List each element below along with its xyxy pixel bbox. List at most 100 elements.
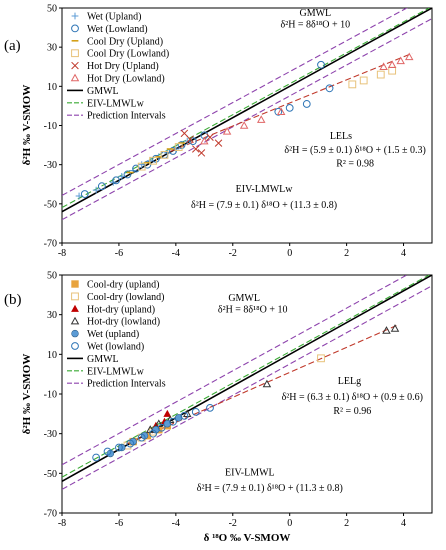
legend-label: Hot-dry (lowland) [87,317,160,328]
chart-panel-a: -8 -6 -4 -2 0 2 4 -70 -50 -30 -10 10 30 50 (a) δ²H ‰ V-… [4,4,433,259]
legend-swatch [71,49,79,58]
legend-item: GMWL [67,86,119,97]
data-point [152,154,160,163]
line-prediction-intervals-lower [62,18,432,221]
y-tick-label: -50 [44,199,57,210]
data-point [143,160,152,169]
annotation: δ²H = 8δ¹⁸O + 10 [218,305,288,316]
annotation: LELs [330,131,352,142]
y-tick-label: 10 [47,350,57,361]
legend-label: Cool-dry (upland) [87,280,160,291]
data-point [239,121,249,129]
line-prediction-intervals-upper [62,8,408,196]
data-point [160,150,169,159]
data-point [137,162,146,171]
legend-item: Hot Dry (Lowland) [70,74,165,85]
annotation: EIV-LMWLw [236,184,294,195]
x-tick-label: 0 [287,248,292,259]
x-axis-label: δ ¹⁸O ‰ V-SMOW [204,532,291,544]
x-tick-label: -2 [229,248,237,259]
y-tick-label: 50 [47,271,57,282]
legend-label: Wet (lowland) [87,342,144,353]
data-point [189,137,197,146]
data-point [317,354,325,363]
legend-label: Wet (Lowland) [87,24,148,35]
y-tick-label: -10 [44,390,57,401]
legend-swatch [71,342,79,350]
data-point [186,135,194,143]
legend-item: Wet (upland) [71,329,139,340]
data-point [75,192,83,200]
legend-item: Wet (Upland) [71,12,141,23]
line-gmwl [62,8,432,213]
line-prediction-intervals-lower [62,285,432,490]
data-point [103,447,112,456]
legend-item: Wet (lowland) [71,342,144,353]
y-tick-label: -70 [44,509,57,520]
line-prediction-intervals-upper [62,275,408,466]
annotation: δ²H = (6.3 ± 0.1) δ¹⁸O + (0.9 ± 0.6) [282,392,423,403]
legend-item: Wet (Lowland) [71,24,148,35]
panel-label: (a) [4,38,21,54]
y-tick-label: 30 [47,43,57,54]
line-eiv-lmwlw [62,8,431,209]
data-point [163,420,172,428]
legend-swatch [71,304,79,312]
data-point [197,149,206,157]
legend-item: EIV-LMWLw [67,366,145,377]
data-point [256,115,266,123]
x-tick-label: 2 [344,248,349,259]
data-point [169,417,177,426]
legend-swatch [71,329,79,338]
data-point [177,141,186,149]
series-wet-lowland- [92,403,214,462]
panel-label: (b) [4,292,22,308]
data-point [137,433,146,442]
x-tick-label: 4 [401,518,406,529]
series-hot-dry-lowland- [200,52,414,145]
data-point [157,423,166,432]
legend-label: Hot Dry (Lowland) [87,74,165,85]
data-point [169,147,177,155]
annotation: δ²H = 8δ¹⁸O + 10 [280,20,350,31]
data-point [80,190,89,198]
data-point [359,76,368,85]
x-tick-label: -8 [58,248,66,259]
y-tick-label: 10 [47,82,57,93]
data-point [376,70,385,79]
annotation: δ²H = (5.9 ± 0.1) δ¹⁸O + (1.5 ± 0.3) [284,145,425,156]
annotation: δ²H = (7.9 ± 0.1) δ¹⁸O + (11.3 ± 0.8) [197,483,343,494]
x-tick-label: -8 [58,518,66,529]
legend-item: GMWL [67,354,119,365]
data-point [92,186,100,194]
data-point [396,56,405,65]
line-eiv-lmwlw [62,275,431,478]
data-point [325,84,334,93]
annotation: R² = 0.98 [336,159,374,170]
y-tick-label: -50 [44,469,57,480]
data-point [387,60,397,69]
data-point [388,66,397,75]
line-lels [169,52,413,153]
legend-label: EIV-LMWLw [87,98,145,109]
data-point [382,326,391,334]
data-point [92,453,101,462]
annotation: R² = 0.96 [333,406,371,417]
legend-item: Cool-dry (upland) [71,280,160,291]
x-tick-label: 4 [401,248,406,259]
data-point [200,136,209,145]
x-tick-label: 2 [344,518,349,529]
y-tick-label: -10 [44,121,57,132]
y-tick-label: 30 [47,310,57,321]
data-point [191,407,200,416]
annotation: EIV-LMWL [225,467,275,478]
annotation: GMWL [228,293,260,304]
legend-item: Hot-dry (upland) [71,304,155,315]
data-points [75,52,414,200]
data-point [262,379,272,388]
y-tick-label: -30 [44,429,57,440]
legend-item: Cool Dry (Upland) [71,36,163,47]
chart-panel-b: -8 -6 -4 -2 0 2 4 -70 -50 -30 -10 10 30 50 (b) δ²H ‰ V-… [4,271,433,544]
annotation: δ²H = (7.9 ± 0.1) δ¹⁸O + (11.3 ± 0.8) [191,200,337,211]
